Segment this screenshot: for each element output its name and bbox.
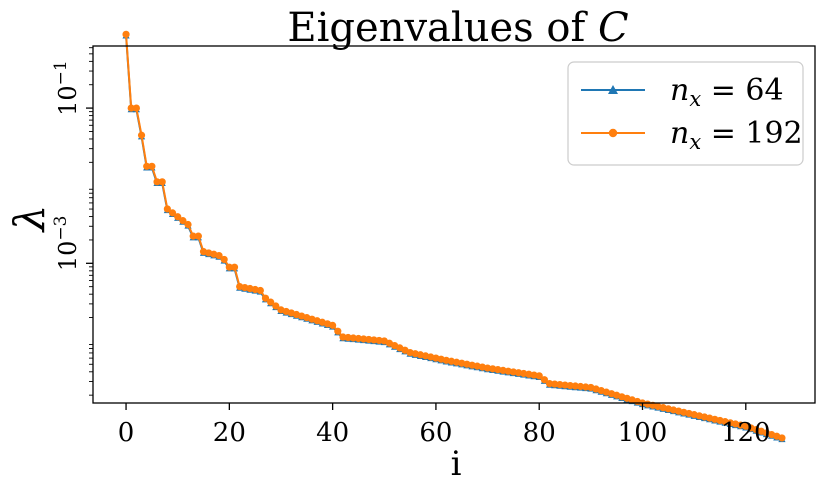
series-2-point [344, 333, 352, 342]
series-2-point [339, 333, 347, 341]
series-2-point [272, 302, 280, 310]
series-2-point [365, 335, 373, 344]
series-2-point [778, 434, 786, 442]
series-2-point [194, 232, 202, 240]
series-layer [122, 30, 786, 443]
series-2-point [329, 321, 337, 329]
series-2-point [153, 178, 161, 186]
series-2-point [535, 372, 543, 380]
chart-title: Eigenvalues of C [287, 5, 628, 51]
series-2-point [566, 381, 574, 390]
x-tick-label: 0 [118, 418, 135, 448]
legend-label: nx = 64 [670, 73, 784, 111]
plot-frame [92, 45, 816, 404]
x-tick-label: 120 [721, 418, 771, 448]
series-2-point [225, 263, 233, 271]
series-2-point [122, 30, 130, 38]
series-2-point [158, 178, 166, 186]
x-tick-label: 80 [523, 418, 556, 448]
series-2-point [576, 382, 585, 391]
y-tick-label: 10−1 [51, 60, 82, 116]
series-2-point [545, 380, 554, 388]
chart-title-var: C [598, 5, 629, 51]
series-2-point [230, 263, 239, 271]
series-2-point [370, 336, 378, 344]
series-2-point [215, 251, 223, 260]
series-2-point [349, 334, 357, 342]
series-2-point [143, 162, 151, 170]
series-2-point [220, 255, 228, 264]
y-tick-label: 10−3 [51, 215, 82, 271]
legend-label: nx = 192 [670, 116, 803, 154]
series-2-point [556, 380, 564, 389]
series-2-point [354, 334, 363, 343]
chart-title-prefix: Eigenvalues of [287, 5, 598, 51]
series-2-point [189, 232, 197, 240]
series-2-point [179, 217, 187, 225]
series-2-point [571, 382, 579, 390]
series-2-point [267, 298, 275, 306]
series-2-point [137, 131, 146, 139]
legend-marker [608, 128, 618, 138]
series-2-point [256, 286, 264, 295]
y-axis-label: λ [5, 205, 54, 234]
legend: nx = 64 nx = 192 [567, 61, 804, 166]
series-2-point [163, 205, 171, 213]
series-2-point [561, 381, 569, 389]
series-2 [122, 30, 786, 442]
series-2-point [184, 220, 192, 229]
series-2-point [582, 383, 590, 391]
legend-entry-1: nx = 64 [581, 73, 784, 111]
x-tick-label: 20 [213, 418, 246, 448]
series-2-point [132, 104, 140, 112]
series-2-point [261, 294, 270, 302]
x-tick-label: 60 [419, 418, 452, 448]
x-tick-label: 100 [618, 418, 668, 448]
legend-entry-2: nx = 192 [581, 116, 803, 154]
series-2-point [360, 335, 368, 343]
legend-marker [608, 85, 618, 94]
series-2-point [375, 336, 383, 345]
series-2-point [148, 162, 156, 170]
series-2-point [127, 104, 135, 112]
series-2-point [174, 213, 182, 221]
legend-entries: nx = 64 nx = 192 [581, 73, 803, 154]
legend-box [567, 61, 804, 166]
x-axis-label: i [451, 444, 462, 484]
series-2-point [334, 327, 342, 335]
ticks-layer: 0 20 40 60 80 100 120 10−1 10−3 [51, 47, 771, 448]
series-2-point [168, 209, 177, 217]
series-2-point [551, 380, 559, 388]
x-tick-label: 40 [316, 418, 349, 448]
series-2-point [540, 376, 548, 384]
